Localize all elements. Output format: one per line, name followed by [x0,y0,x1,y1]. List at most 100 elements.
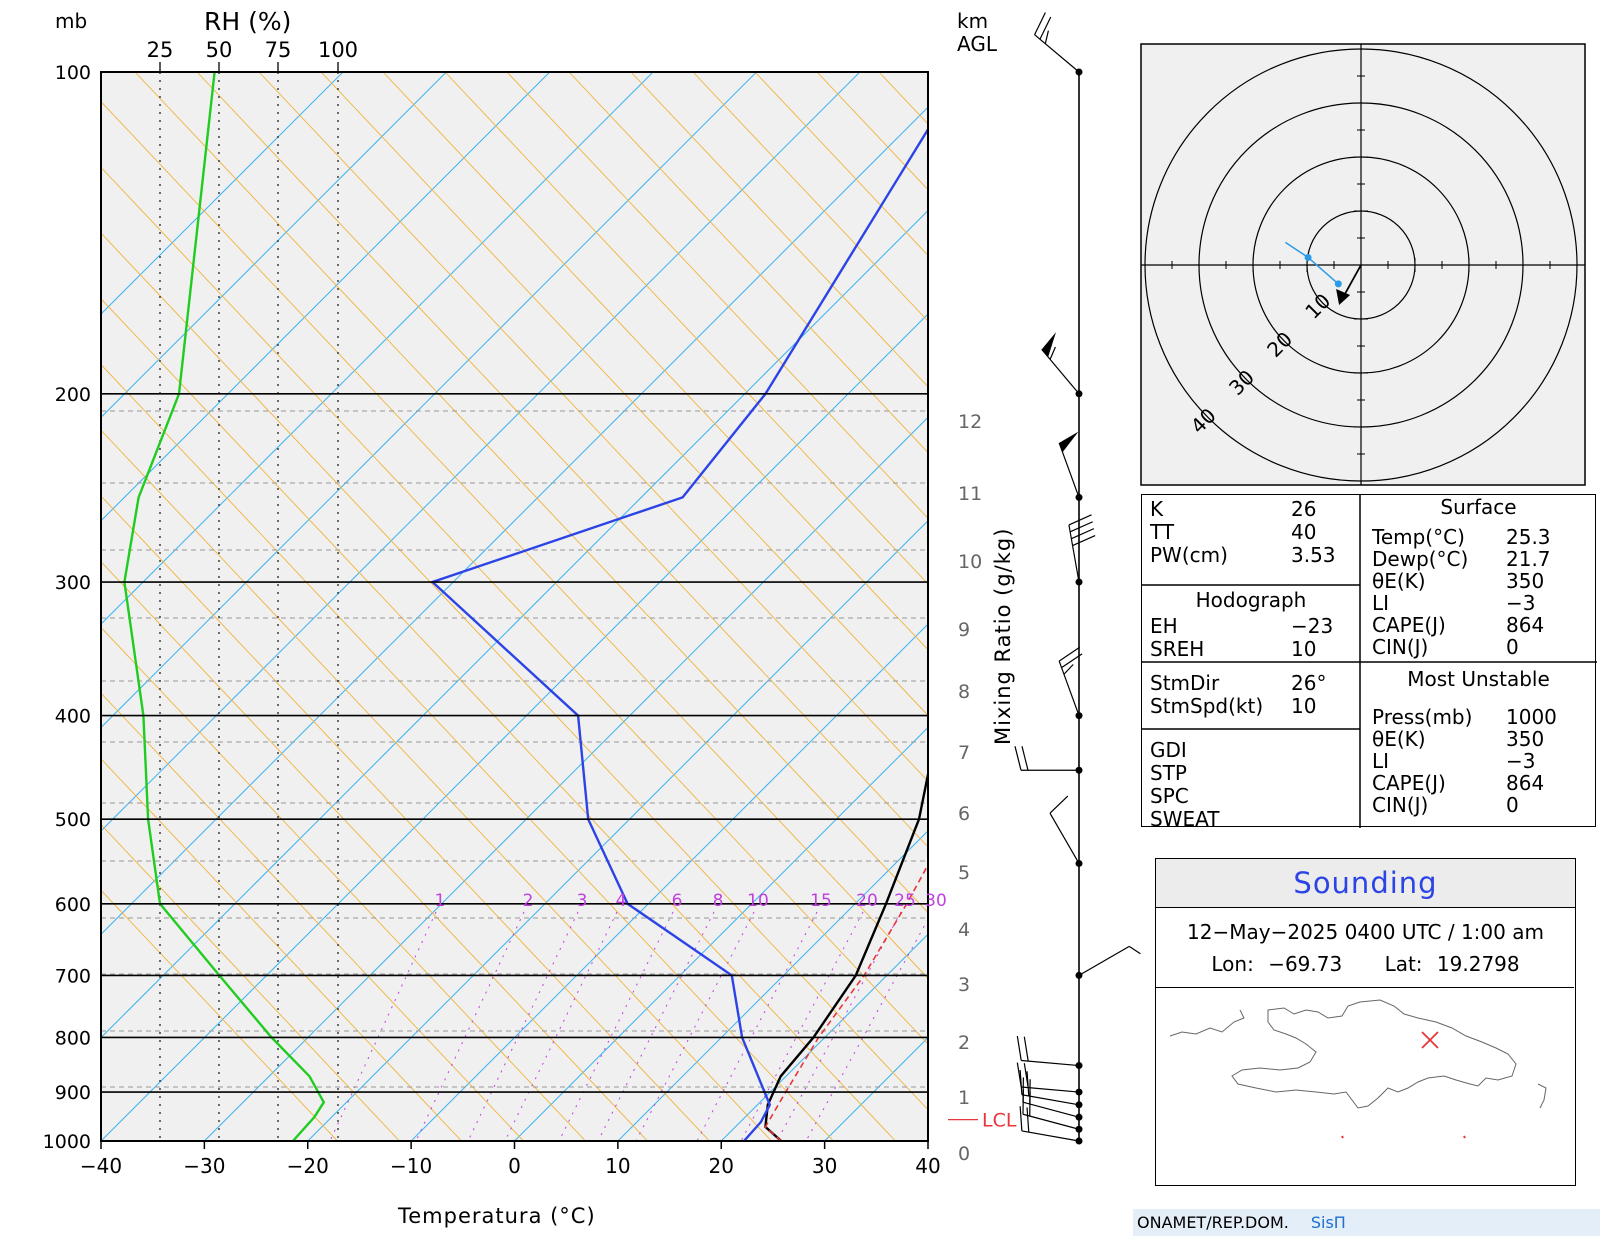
pressure-tick-label: 600 [55,894,91,916]
hodo-eh-value: −23 [1291,614,1334,638]
mixing-ratio-line [597,911,715,1141]
isotherm-line [101,209,928,1039]
sounding-title: Sounding [1156,859,1575,908]
pressure-unit-label: mb [55,9,87,33]
surface-4-value: 864 [1506,613,1545,637]
surface-4-label: CAPE(J) [1372,613,1446,637]
misc-spc-label: SPC [1150,784,1189,808]
wind-barb-pennant [1059,431,1079,453]
surface-3-value: −3 [1506,591,1536,615]
rh-tick-label: 50 [206,38,233,62]
mu-1-value: 350 [1506,727,1545,751]
dry-adiabat-line [101,166,928,1045]
hodo-eh-label: EH [1150,614,1178,638]
mu-0-value: 1000 [1506,705,1557,729]
wind-barb-staff [1041,348,1080,395]
temperature-tick-label: 20 [709,1154,734,1178]
wind-barb-staff [1049,812,1080,864]
wind-barb-feather [1039,16,1052,40]
rh-axis-label: RH (%) [204,7,291,36]
map-dot [1463,1135,1466,1139]
dry-adiabat-line [382,72,928,651]
wind-barb-feather [1058,646,1080,662]
temperature-profile-line [764,768,928,1141]
wind-barb-feather [1128,945,1141,955]
index-tt-value: 40 [1291,520,1317,544]
hispaniola-outline-map [1169,999,1547,1139]
wind-barb-feather [1026,1071,1030,1096]
indices-dividers [1142,495,1597,828]
most-unstable-section-title: Most Unstable [1407,667,1550,691]
temperature-tick-label: 30 [812,1154,837,1178]
skewt-labels: mb RH (%) km AGL Mixing Ratio (g/kg) Tem… [55,7,1017,1228]
location-marker [1421,1031,1439,1049]
isotherm-line [101,72,654,625]
wind-barb-feather [1071,528,1095,540]
pressure-tick-label: 900 [55,1082,91,1104]
wind-barb-staff [1068,524,1080,583]
wind-barb-staff [1058,660,1080,716]
height-tick-label: 6 [958,803,970,825]
isotherm-line [720,933,928,1141]
rh-tick-label: 25 [147,38,174,62]
isotherm-line [101,313,928,1141]
height-tick-label: 12 [958,411,982,433]
wind-barbs [1014,12,1141,1145]
dry-adiabat-line [630,72,928,388]
height-unit-label-agl: AGL [957,32,998,56]
misc-gdi-label: GDI [1150,738,1187,762]
temperature-tick-label: 0 [508,1154,521,1178]
surface-1-label: Dewp(°C) [1372,547,1469,571]
hodo-sreh-value: 10 [1291,637,1317,661]
surface-2-value: 350 [1506,569,1545,593]
height-unit-label-km: km [957,9,988,33]
mu-4-label: CIN(J) [1372,793,1429,817]
mixing-ratio-tick-label: 4 [616,891,627,911]
sounding-datetime: 12−May−2025 0400 UTC / 1:00 am [1187,920,1544,944]
wind-barb-feather [1016,1035,1022,1061]
isotherm-line [101,106,928,935]
footer-brand: SisΠ [1310,1213,1346,1232]
height-tick-label: 0 [958,1143,970,1165]
mu-3-value: 864 [1506,771,1545,795]
sounding-info-panel: Sounding 12−May−2025 0400 UTC / 1:00 am … [1155,858,1576,1186]
dry-adiabat-line [101,823,401,1141]
mixing-ratio-tick-label: 1 [435,891,446,911]
location-map [1156,987,1574,1185]
footer-org: ONAMET/REP.DOM. [1137,1213,1289,1232]
sounding-coordinates: Lon: −69.73 Lat: 19.2798 [1156,952,1575,976]
wind-barb-staff [1021,1086,1080,1093]
coast-detail-north [1169,1009,1245,1037]
surface-5-value: 0 [1506,635,1519,659]
index-tt-label: TT [1150,520,1175,544]
height-tick-label: 5 [958,862,970,884]
surface-0-label: Temp(°C) [1372,525,1465,549]
dry-adiabat-line [134,72,928,914]
height-tick-label: 2 [958,1032,970,1054]
surface-section-title: Surface [1440,495,1517,519]
wind-barb-feather [1044,30,1049,44]
wind-barb-feather [1072,534,1096,547]
isotherm-line [204,416,928,1141]
height-tick-label: 9 [958,619,970,641]
wind-barb-feather [1023,1036,1029,1062]
mu-2-value: −3 [1506,749,1536,773]
dry-adiabat-line [506,72,928,519]
wind-barb-staff [1021,1130,1080,1142]
isotherm-line [514,726,928,1141]
isotherm-line [101,72,344,315]
wind-barb-staff [1022,1101,1080,1118]
x-axis-title: Temperatura (°C) [397,1204,596,1228]
footer-bar: ONAMET/REP.DOM. SisΠ [1133,1209,1600,1236]
storm-stmdir-value: 26° [1291,671,1327,695]
temperature-tick-label: 40 [915,1154,940,1178]
dry-adiabat-line [444,72,928,585]
wind-barb-staff [1022,1113,1080,1130]
mixing-ratio-tick-label: 15 [810,891,832,911]
isotherm-line [101,72,447,419]
wind-barb-feather [1063,664,1074,675]
mu-2-label: LI [1372,749,1390,773]
wind-barb-feather [1034,12,1046,35]
pressure-tick-label: 100 [55,62,91,84]
